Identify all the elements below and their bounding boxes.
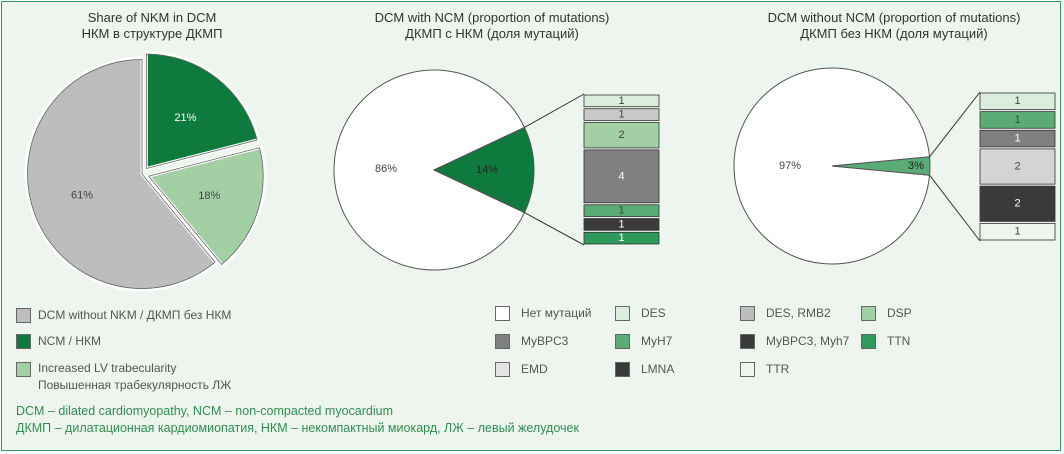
legend-mutations: Нет мутаций DES DES, RMB2 DSP MyBPC3 MyH7 MyBP… — [495, 302, 955, 382]
chart1-title: Share of NKM in DCM — [87, 10, 217, 25]
stack-segment — [583, 149, 660, 204]
legend-swatch — [16, 362, 31, 377]
legend-label: MyBPC3 — [521, 334, 569, 348]
legend-label: Нет мутаций — [521, 306, 592, 320]
legend-label: Increased LV trabecularity — [38, 361, 177, 375]
pie-slice — [733, 67, 931, 265]
legend-swatch — [495, 362, 510, 377]
pie-slice — [145, 145, 267, 268]
legend-label-ru: Повышенная трабекулярность ЛЖ — [38, 378, 232, 392]
pie-slice-outline — [145, 53, 258, 169]
stack-label: 1 — [1014, 226, 1020, 238]
footnote-en: DCM – dilated cardiomyopathy, NCM – non-… — [16, 404, 394, 418]
legend-label: MyBPC3, Myh7 — [766, 334, 850, 348]
stack-segment — [583, 218, 660, 231]
connector-line — [929, 174, 981, 242]
stack-segment — [979, 185, 1056, 222]
legend-swatch — [740, 334, 755, 349]
legend-swatch — [16, 334, 31, 349]
legend-label: TTR — [766, 362, 790, 376]
slice-label: 18% — [198, 190, 220, 202]
stack-label: 2 — [618, 129, 624, 141]
pie-slice-outline — [27, 59, 216, 289]
legend-label: NCM / НКМ — [38, 334, 101, 348]
stack-label: 1 — [1014, 114, 1020, 126]
legend-label: MyH7 — [641, 334, 673, 348]
stack-label: 1 — [618, 205, 624, 217]
slice-label: 21% — [174, 112, 196, 124]
slice-label: 14% — [476, 164, 498, 176]
footnote-ru: ДКМП – дилатационная кардиомиопатия, НКМ… — [16, 421, 579, 435]
chart2-subtitle: ДКМП с НКМ (доля мутаций) — [405, 26, 579, 41]
legend-swatch — [495, 334, 510, 349]
legend-label: LMNA — [641, 362, 675, 376]
stack-segment — [979, 92, 1056, 111]
legend-label: DCM without NKM / ДКМП без НКМ — [38, 308, 232, 322]
legend-label: TTN — [887, 334, 911, 348]
chart3-title-block: DCM without NCM (proportion of mutations… — [734, 10, 1054, 42]
stack-segment — [583, 122, 660, 149]
stack-segment — [583, 231, 660, 245]
pie-slice — [144, 50, 261, 171]
legend-swatch — [861, 306, 876, 321]
stack-label: 2 — [1014, 160, 1020, 172]
slice-label: 97% — [779, 160, 801, 172]
legend-label: DES — [641, 306, 666, 320]
legend-swatch — [740, 362, 755, 377]
legend-swatch — [861, 334, 876, 349]
legend-nkm: DCM without NKM / ДКМП без НКМ NCM / НКМ… — [16, 308, 316, 398]
legend-swatch — [740, 306, 755, 321]
chart1-title-block: Share of NKM in DCM НКМ в структуре ДКМП — [42, 10, 262, 42]
stack-segment — [979, 129, 1056, 148]
chart3-title: DCM without NCM (proportion of mutations… — [767, 10, 1021, 25]
pie-slice — [432, 126, 535, 214]
slice-label: 86% — [375, 163, 397, 175]
slice-label: 3% — [908, 160, 924, 172]
stack-label: 2 — [1014, 198, 1020, 210]
stack-label: 1 — [1014, 132, 1020, 144]
stack-segment — [583, 204, 660, 217]
chart2-title-block: DCM with NCM (proportion of mutations) Д… — [332, 10, 652, 42]
legend-swatch — [615, 306, 630, 321]
legend-swatch — [495, 306, 510, 321]
legend-swatch — [16, 308, 31, 323]
connector-line — [929, 91, 981, 158]
legend-swatch — [615, 362, 630, 377]
stack-segment — [979, 111, 1056, 129]
legend-label: DSP — [887, 306, 912, 320]
stack-label: 4 — [618, 170, 624, 182]
stack-label: 1 — [618, 95, 624, 107]
chart2-title: DCM with NCM (proportion of mutations) — [374, 10, 610, 25]
chart3-subtitle: ДКМП без НКМ (доля мутаций) — [800, 26, 988, 41]
connector-line — [524, 212, 585, 246]
stack-label: 1 — [1014, 95, 1020, 107]
slice-label: 61% — [71, 190, 93, 202]
legend-label: EMD — [521, 362, 548, 376]
connector-line — [524, 93, 585, 128]
chart1-subtitle: НКМ в структуре ДКМП — [81, 26, 223, 41]
stack-segment — [979, 148, 1056, 185]
stack-segment — [979, 222, 1056, 241]
stack-label: 1 — [618, 218, 624, 230]
legend-label: DES, RMB2 — [766, 306, 831, 320]
stack-segment — [583, 108, 660, 121]
pie-slice — [831, 156, 931, 176]
stack-segment — [583, 94, 660, 108]
stack-label: 1 — [618, 108, 624, 120]
pie-slice — [24, 56, 219, 292]
pie-slice — [333, 69, 526, 271]
stack-label: 1 — [618, 232, 624, 244]
pie-slice-outline — [147, 147, 264, 265]
legend-swatch — [615, 334, 630, 349]
